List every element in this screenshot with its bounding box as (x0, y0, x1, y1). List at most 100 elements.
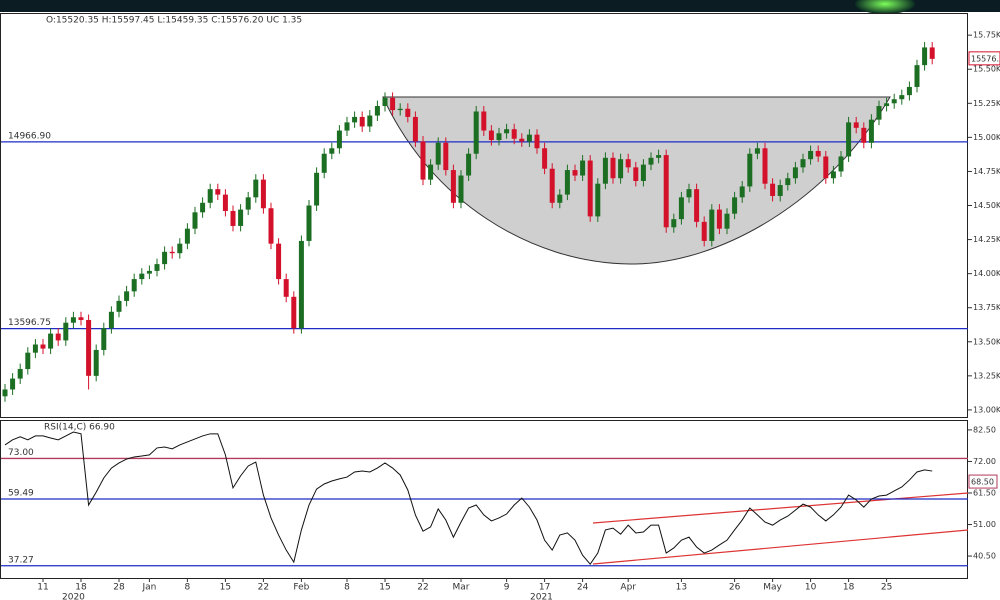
candle-body (633, 167, 639, 181)
x-tick-label: 24 (577, 583, 589, 593)
candle-body (808, 150, 814, 160)
candle-body (481, 111, 487, 131)
candle-body (504, 129, 510, 134)
candle-body (732, 197, 738, 214)
candle-body (564, 170, 570, 195)
candle-body (618, 159, 624, 179)
last-rsi-label: 68.50 (971, 478, 994, 487)
rsi-label: RSI(14,C) 66.90 (44, 423, 115, 433)
candle-body (283, 279, 289, 297)
candle-body (359, 116, 365, 127)
top-strip (0, 0, 1000, 12)
candle-body (268, 208, 274, 244)
candle-body (260, 179, 266, 209)
candle-body (906, 86, 912, 96)
candle-body (724, 213, 730, 229)
candle-body (709, 209, 715, 241)
candle-body (146, 270, 152, 274)
x-tick-label: 15 (220, 583, 231, 593)
candle-body (846, 122, 852, 157)
candle-body (572, 170, 578, 176)
candle-body (405, 108, 411, 117)
candle-body (466, 153, 472, 176)
x-tick-label: 25 (881, 583, 892, 593)
candle-body (580, 160, 586, 176)
candle-body (336, 130, 342, 149)
candle-body (207, 189, 213, 203)
rsi-trendline (592, 492, 969, 524)
candle-body (17, 369, 23, 379)
x-tick-label: 26 (729, 583, 741, 593)
y-tick-label: 82.50 (973, 425, 996, 434)
x-tick-label: 10 (805, 583, 817, 593)
candle-body (770, 183, 776, 196)
candle-body (25, 352, 31, 370)
y-tick-label: 15.50K (973, 65, 1000, 74)
x-tick-label: Apr (620, 583, 636, 593)
candle-body (587, 160, 593, 217)
candle-body (830, 171, 836, 179)
candle-body (192, 212, 198, 229)
candle-body (595, 183, 601, 217)
candle-body (48, 333, 54, 349)
y-tick-label: 51.00 (973, 520, 996, 529)
candle-body (169, 251, 175, 254)
candle-body (390, 97, 396, 111)
candle-body (671, 219, 677, 228)
candle-body (162, 251, 168, 265)
candle-body (420, 141, 426, 180)
x-tick-label: 18 (843, 583, 855, 593)
x-tick-label: Feb (293, 583, 309, 593)
y-tick-label: 13.50K (973, 337, 1000, 346)
x-tick-label: Mar (453, 583, 470, 593)
candle-body (412, 116, 418, 142)
candle-body (891, 99, 897, 104)
candle-body (124, 291, 130, 301)
candle-body (884, 103, 890, 107)
x-tick-label: 22 (258, 583, 269, 593)
candle-body (2, 389, 8, 397)
candle-body (382, 97, 388, 107)
candle-body (929, 47, 935, 59)
candle-body (777, 185, 783, 196)
candle-body (367, 115, 373, 127)
y-tick-label: 14.25K (973, 235, 1000, 244)
x-tick-label: 13 (676, 583, 687, 593)
candle-body (63, 322, 69, 341)
y-tick-label: 72.00 (973, 457, 996, 466)
candle-body (640, 164, 646, 181)
candle-body (663, 155, 669, 228)
y-tick-label: 13.75K (973, 303, 1000, 312)
candle-body (222, 194, 228, 211)
rsi-trendline (592, 529, 969, 565)
y-tick-label: 14.75K (973, 167, 1000, 176)
candle-body (792, 167, 798, 179)
candle-body (549, 168, 555, 203)
y-tick-label: 14.50K (973, 201, 1000, 210)
candle-body (116, 300, 122, 312)
x-tick-label: 9 (504, 583, 510, 593)
candle-body (101, 328, 107, 350)
candle-body (868, 119, 874, 143)
x-tick-label: 11 (37, 583, 48, 593)
candle-body (93, 349, 99, 376)
price-panel (0, 13, 968, 418)
level-label: 73.00 (8, 448, 34, 458)
candle-body (838, 156, 844, 172)
candle-body (557, 194, 563, 203)
last-rsi-box (968, 474, 998, 489)
glow (855, 0, 915, 14)
candle-body (656, 155, 662, 158)
candle-body (131, 279, 137, 292)
candle-body (321, 153, 327, 173)
candle-body (625, 159, 631, 168)
candle-body (184, 228, 190, 244)
candle-body (785, 178, 791, 186)
candle-body (747, 153, 753, 187)
candle-body (861, 127, 867, 143)
candle-body (922, 47, 928, 66)
candle-body (291, 296, 297, 329)
candle-body (686, 189, 692, 198)
candle-body (306, 205, 312, 241)
candle-body (534, 134, 540, 149)
